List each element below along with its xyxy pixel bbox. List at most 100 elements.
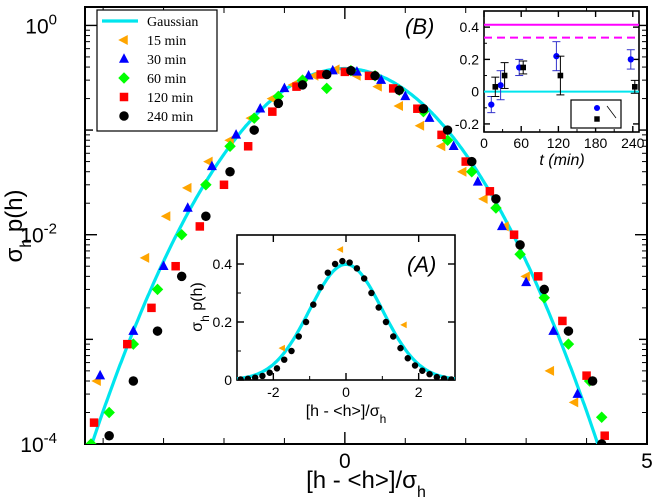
- data-point-120-min: [340, 67, 350, 77]
- inset-a-y-tick-label: 0.4: [213, 256, 233, 272]
- data-point-60-min: [272, 90, 285, 103]
- data-point-120-min: [437, 130, 446, 140]
- inset-b-legend-mark: [606, 105, 617, 119]
- inset-b-data-point: [557, 72, 564, 79]
- legend-label: 30 min: [147, 53, 186, 68]
- data-point-240-min: [201, 211, 211, 222]
- inset-b-y-tick-label: 0: [471, 84, 479, 100]
- inset-a-data-point: [375, 304, 382, 311]
- inset-b-panel-label: (B): [405, 14, 434, 39]
- legend-marker-240-min: [119, 111, 129, 121]
- data-point-15-min: [308, 70, 319, 81]
- data-point-240-min: [297, 80, 308, 90]
- inset-a-data-point: [281, 356, 288, 363]
- inset-a-data-point: [382, 318, 390, 326]
- data-point-240-min: [249, 125, 259, 135]
- inset-a-data-point: [440, 375, 448, 380]
- data-point-15-min: [544, 365, 555, 376]
- inset-a-data-point: [426, 370, 433, 378]
- data-point-120-min: [89, 418, 99, 427]
- inset-b-data-point: [631, 84, 638, 90]
- data-point-60-min: [151, 283, 164, 296]
- data-point-60-min: [85, 438, 97, 444]
- data-point-15-min: [435, 141, 446, 152]
- data-point-15-min: [520, 271, 530, 282]
- data-point-120-min: [147, 303, 156, 313]
- inset-b-x-tick-label: 180: [584, 135, 608, 151]
- legend-label: 15 min: [147, 34, 186, 49]
- data-point-240-min: [225, 166, 235, 177]
- legend-label: 120 min: [147, 91, 193, 106]
- inset-b-x-tick-label: 60: [513, 135, 529, 151]
- main-x-axis-label: [h - <h>]/σh: [306, 467, 426, 501]
- data-point-120-min: [388, 84, 398, 93]
- inset-a-frame: [236, 234, 456, 381]
- inset-a-data-point: [251, 374, 259, 380]
- inset-a-data-point: [244, 375, 252, 380]
- inset-b-x-tick-label: 0: [480, 135, 488, 151]
- main-y-axis-label: σh p(h): [1, 189, 35, 262]
- data-point-15-min: [160, 211, 171, 222]
- data-point-30-min: [496, 220, 507, 231]
- data-point-30-min: [400, 90, 411, 101]
- inset-a-data-point: [339, 257, 346, 265]
- data-point-240-min: [176, 271, 187, 282]
- data-point-30-min: [206, 160, 217, 171]
- data-point-120-min: [316, 70, 325, 79]
- data-point-240-min: [563, 326, 574, 336]
- inset-b-x-tick-label: 240: [621, 135, 645, 151]
- data-point-240-min: [596, 439, 607, 444]
- data-point-30-min: [424, 112, 435, 122]
- data-point-30-min: [279, 82, 290, 93]
- data-point-60-min: [466, 165, 478, 178]
- inset-a-data-point: [302, 318, 310, 326]
- inset-a-y-axis-label: σh p(h): [189, 282, 212, 331]
- data-point-60-min: [224, 140, 236, 153]
- data-point-120-min: [485, 187, 495, 196]
- data-point-120-min: [364, 71, 374, 81]
- inset-a-data-point: [448, 376, 455, 380]
- data-point-120-min: [558, 316, 567, 326]
- legend-marker-120-min: [119, 92, 129, 102]
- main-plot-frame: [84, 6, 648, 445]
- inset-a-series: [237, 246, 455, 380]
- data-point-240-min: [587, 376, 598, 386]
- data-point-60-min: [490, 202, 502, 214]
- data-point-60-min: [103, 406, 115, 419]
- inset-a-data-point: [317, 283, 324, 291]
- data-point-240-min: [104, 430, 114, 441]
- data-point-240-min: [273, 98, 284, 109]
- inset-a-plot: -2 0 2 0 0.2 0.4: [213, 235, 456, 400]
- data-point-240-min: [418, 103, 429, 114]
- x-tick-label: 0: [339, 450, 351, 473]
- inset-a-data-point: [419, 367, 426, 374]
- x-tick-label: 5: [641, 450, 653, 473]
- data-point-240-min: [394, 85, 404, 96]
- inset-b-x-tick-label: 120: [547, 135, 571, 151]
- main-series: [85, 64, 609, 444]
- data-point-240-min: [442, 125, 453, 135]
- legend: Gaussian 15 min 30 min 60 min 120 min 240 min: [102, 15, 198, 125]
- data-point-120-min: [533, 272, 543, 281]
- inset-b-data-point: [520, 64, 527, 71]
- inset-a-data-point: [400, 321, 407, 329]
- data-point-60-min: [562, 338, 575, 350]
- inset-a-y-tick-label: 0.2: [213, 314, 233, 330]
- y-tick-label: 10-4: [20, 430, 57, 457]
- data-point-120-min: [292, 82, 301, 91]
- data-point-30-min: [128, 325, 139, 335]
- data-point-60-min: [595, 411, 608, 424]
- data-point-30-min: [231, 129, 242, 139]
- inset-a-gaussian-curve: [237, 262, 455, 380]
- data-point-30-min: [376, 74, 387, 84]
- inset-a-data-point: [259, 372, 266, 380]
- data-point-15-min: [414, 120, 425, 131]
- inset-b-y-tick-label: 0.2: [460, 51, 480, 67]
- data-point-30-min: [521, 276, 532, 287]
- data-point-120-min: [268, 107, 277, 116]
- inset-a-data-point: [404, 355, 411, 362]
- data-point-120-min: [243, 142, 253, 151]
- data-point-60-min: [320, 82, 333, 95]
- data-point-120-min: [123, 339, 132, 349]
